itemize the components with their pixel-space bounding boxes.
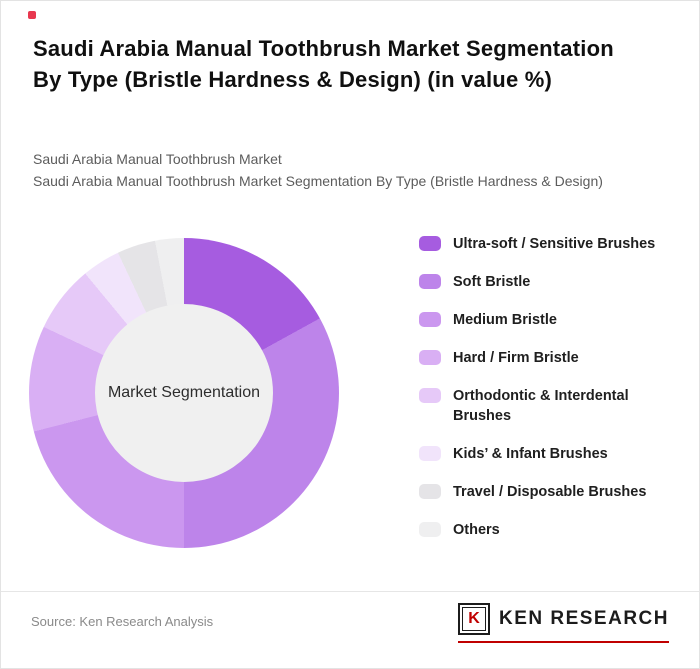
- legend-item: Orthodontic & Interdental Brushes: [419, 386, 665, 426]
- legend-label: Kids’ & Infant Brushes: [453, 446, 608, 462]
- legend-label: Others: [453, 522, 500, 538]
- subtitle-line-1: Saudi Arabia Manual Toothbrush Market: [33, 151, 282, 167]
- logo-wordmark: KEN RESEARCH: [498, 608, 669, 629]
- legend-swatch: [419, 388, 441, 403]
- legend-item: Hard / Firm Bristle: [419, 348, 665, 368]
- legend-swatch: [419, 274, 441, 289]
- ken-research-logo: K KEN RESEARCH: [457, 603, 669, 643]
- footer-divider: [1, 591, 699, 592]
- legend-swatch: [419, 522, 441, 537]
- legend-swatch: [419, 236, 441, 251]
- donut-hole: Market Segmentation: [95, 304, 273, 482]
- legend-item: Travel / Disposable Brushes: [419, 482, 665, 502]
- legend-item: Soft Bristle: [419, 272, 665, 292]
- logo-k-box-icon: K: [457, 603, 490, 635]
- logo-k-letter: K: [461, 607, 486, 631]
- subtitle-block: Saudi Arabia Manual Toothbrush Market Sa…: [33, 148, 683, 192]
- legend-swatch: [419, 350, 441, 365]
- legend-item: Medium Bristle: [419, 310, 665, 330]
- page-title: Saudi Arabia Manual Toothbrush Market Se…: [33, 36, 614, 92]
- legend-label: Medium Bristle: [453, 312, 557, 328]
- legend-item: Kids’ & Infant Brushes: [419, 444, 665, 464]
- legend-label: Orthodontic & Interdental Brushes: [453, 388, 629, 424]
- legend-item: Ultra-soft / Sensitive Brushes: [419, 234, 665, 254]
- subtitle-line-2: Saudi Arabia Manual Toothbrush Market Se…: [33, 173, 603, 189]
- legend-item: Others: [419, 520, 665, 540]
- legend-swatch: [419, 484, 441, 499]
- donut-chart-area: Market Segmentation: [29, 238, 339, 548]
- legend-label: Soft Bristle: [453, 274, 531, 290]
- legend-label: Travel / Disposable Brushes: [453, 484, 647, 500]
- red-marker-dot-icon: [28, 11, 36, 19]
- legend-label: Ultra-soft / Sensitive Brushes: [453, 236, 656, 252]
- donut-center-label: Market Segmentation: [107, 384, 261, 401]
- legend-swatch: [419, 446, 441, 461]
- source-text: Source: Ken Research Analysis: [31, 614, 214, 629]
- legend-swatch: [419, 312, 441, 327]
- legend-label: Hard / Firm Bristle: [453, 350, 579, 366]
- legend: Ultra-soft / Sensitive Brushes Soft Brist…: [419, 234, 665, 558]
